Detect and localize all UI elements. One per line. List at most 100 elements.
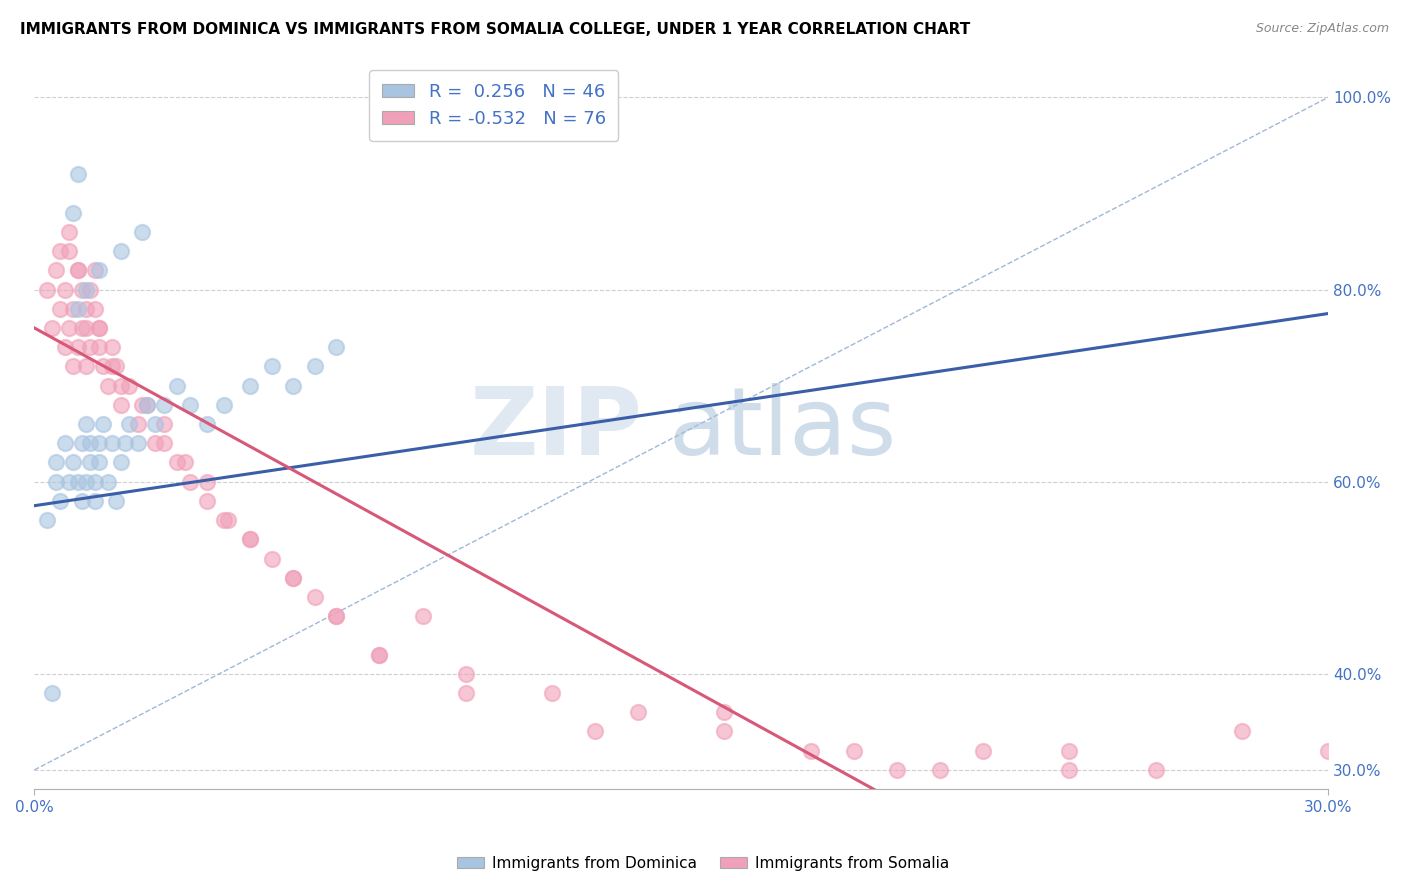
Text: atlas: atlas (668, 383, 897, 475)
Point (93, 359, 115, 374)
Text: ZIP: ZIP (470, 383, 643, 475)
Point (62, 359, 84, 374)
Point (75, 359, 97, 374)
Point (66, 301, 89, 316)
Point (325, 340, 347, 354)
Point (87, 340, 110, 354)
Point (66, 475, 89, 489)
Point (66, 263, 89, 277)
Point (239, 533, 262, 547)
Point (135, 398, 157, 412)
Point (281, 571, 304, 585)
Legend: R =  0.256   N = 46, R = -0.532   N = 76: R = 0.256 N = 46, R = -0.532 N = 76 (368, 70, 619, 141)
Point (53, 340, 76, 354)
Point (541, 686, 564, 700)
Point (105, 494, 128, 508)
Point (713, 724, 735, 739)
Point (62, 205, 84, 219)
Point (87, 263, 110, 277)
Point (239, 533, 262, 547)
Point (195, 475, 218, 489)
Point (101, 340, 124, 354)
Point (583, 724, 606, 739)
Point (75, 301, 97, 316)
Point (87, 455, 110, 469)
Point (75, 283, 97, 297)
Point (368, 648, 391, 662)
Point (79, 436, 101, 450)
Point (304, 359, 326, 374)
Point (97, 378, 120, 392)
Text: Source: ZipAtlas.com: Source: ZipAtlas.com (1256, 22, 1389, 36)
Point (260, 551, 283, 566)
Point (842, 744, 865, 758)
Point (45, 263, 67, 277)
Point (325, 609, 347, 624)
Point (212, 398, 235, 412)
Point (325, 609, 347, 624)
Point (135, 398, 157, 412)
Point (75, 417, 97, 431)
Point (110, 244, 132, 258)
Point (118, 378, 141, 392)
Point (281, 378, 304, 392)
Point (93, 417, 115, 431)
Point (66, 340, 89, 354)
Point (75, 475, 97, 489)
Point (70, 494, 93, 508)
Point (41, 321, 63, 335)
Point (45, 455, 67, 469)
Point (454, 666, 477, 681)
Point (195, 417, 218, 431)
Point (79, 455, 101, 469)
Point (195, 494, 218, 508)
Point (70, 436, 93, 450)
Point (62, 455, 84, 469)
Point (368, 648, 391, 662)
Point (114, 436, 136, 450)
Point (66, 167, 89, 181)
Point (58, 244, 80, 258)
Point (97, 475, 120, 489)
Point (152, 398, 174, 412)
Point (412, 609, 434, 624)
Point (454, 686, 477, 700)
Point (1144, 763, 1167, 777)
Point (1317, 744, 1340, 758)
Point (79, 340, 101, 354)
Point (212, 513, 235, 527)
Point (87, 321, 110, 335)
Point (627, 706, 650, 720)
Point (83, 494, 105, 508)
Point (105, 359, 128, 374)
Point (79, 283, 101, 297)
Point (1230, 724, 1253, 739)
Point (143, 436, 166, 450)
Point (49, 494, 72, 508)
Point (62, 301, 84, 316)
Point (217, 513, 239, 527)
Point (800, 744, 823, 758)
Point (886, 763, 908, 777)
Legend: Immigrants from Dominica, Immigrants from Somalia: Immigrants from Dominica, Immigrants fro… (451, 850, 955, 877)
Point (179, 475, 201, 489)
Point (1059, 744, 1081, 758)
Point (110, 455, 132, 469)
Point (70, 321, 93, 335)
Point (83, 301, 105, 316)
Point (87, 321, 110, 335)
Point (713, 706, 735, 720)
Point (118, 417, 141, 431)
Point (143, 417, 166, 431)
Point (166, 378, 188, 392)
Point (131, 225, 153, 239)
Text: IMMIGRANTS FROM DOMINICA VS IMMIGRANTS FROM SOMALIA COLLEGE, UNDER 1 YEAR CORREL: IMMIGRANTS FROM DOMINICA VS IMMIGRANTS F… (20, 22, 970, 37)
Point (45, 475, 67, 489)
Point (152, 436, 174, 450)
Point (101, 436, 124, 450)
Point (166, 455, 188, 469)
Point (41, 686, 63, 700)
Point (260, 359, 283, 374)
Point (83, 263, 105, 277)
Point (304, 590, 326, 604)
